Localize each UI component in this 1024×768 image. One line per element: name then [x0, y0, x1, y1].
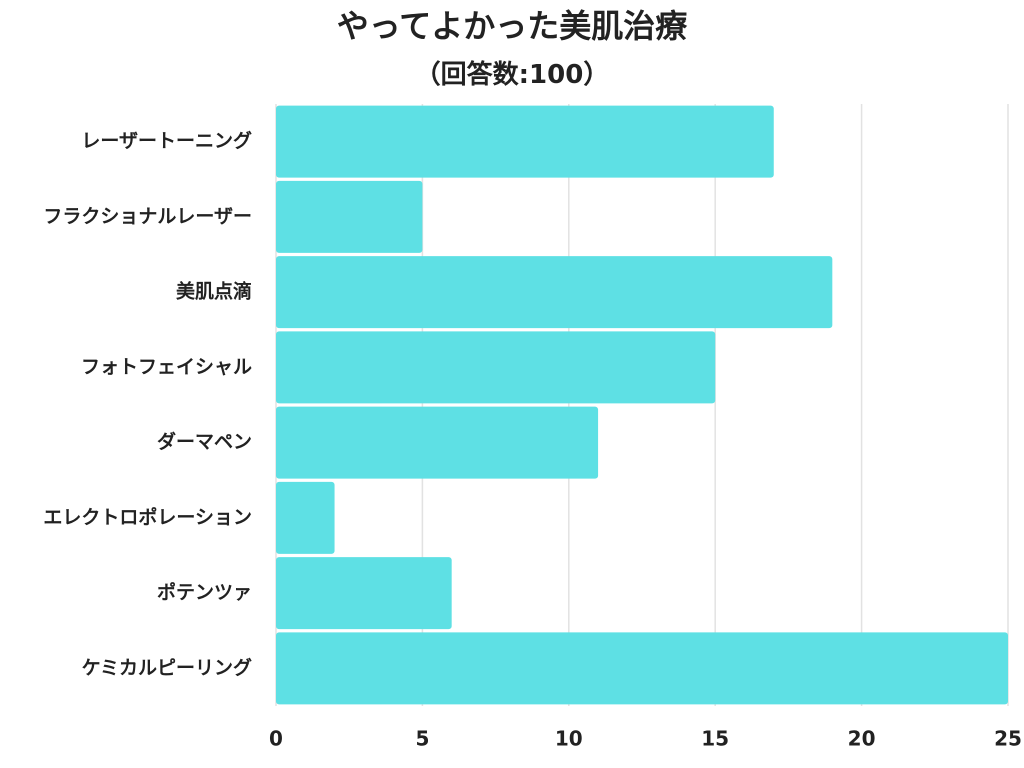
category-label: ポテンツァ	[157, 581, 252, 604]
bar	[276, 106, 774, 178]
category-label: エレクトロポレーション	[43, 505, 252, 528]
category-label: ケミカルピーリング	[82, 656, 252, 679]
x-tick-label: 15	[701, 727, 729, 751]
x-tick-label: 10	[555, 727, 583, 751]
bar	[276, 632, 1008, 704]
category-label: レーザートーニング	[81, 129, 252, 152]
category-label: ダーマペン	[157, 430, 252, 453]
bar	[276, 407, 598, 479]
x-axis-ticks: 0 5 10 15 20 25	[269, 727, 1022, 751]
bar	[276, 482, 335, 554]
bar	[276, 557, 452, 629]
bars	[276, 106, 1008, 705]
category-labels: レーザートーニングフラクショナルレーザー美肌点滴フォトフェイシャルダーマペンエレ…	[43, 129, 252, 679]
x-tick-label: 0	[269, 727, 283, 751]
category-label: 美肌点滴	[176, 280, 252, 303]
bar	[276, 331, 715, 403]
category-label: フォトフェイシャル	[81, 356, 252, 378]
x-tick-label: 25	[994, 727, 1022, 751]
bar	[276, 256, 832, 328]
x-tick-label: 20	[848, 727, 876, 751]
category-label: フラクショナルレーザー	[43, 205, 252, 227]
x-tick-label: 5	[415, 727, 429, 751]
bar	[276, 181, 422, 253]
